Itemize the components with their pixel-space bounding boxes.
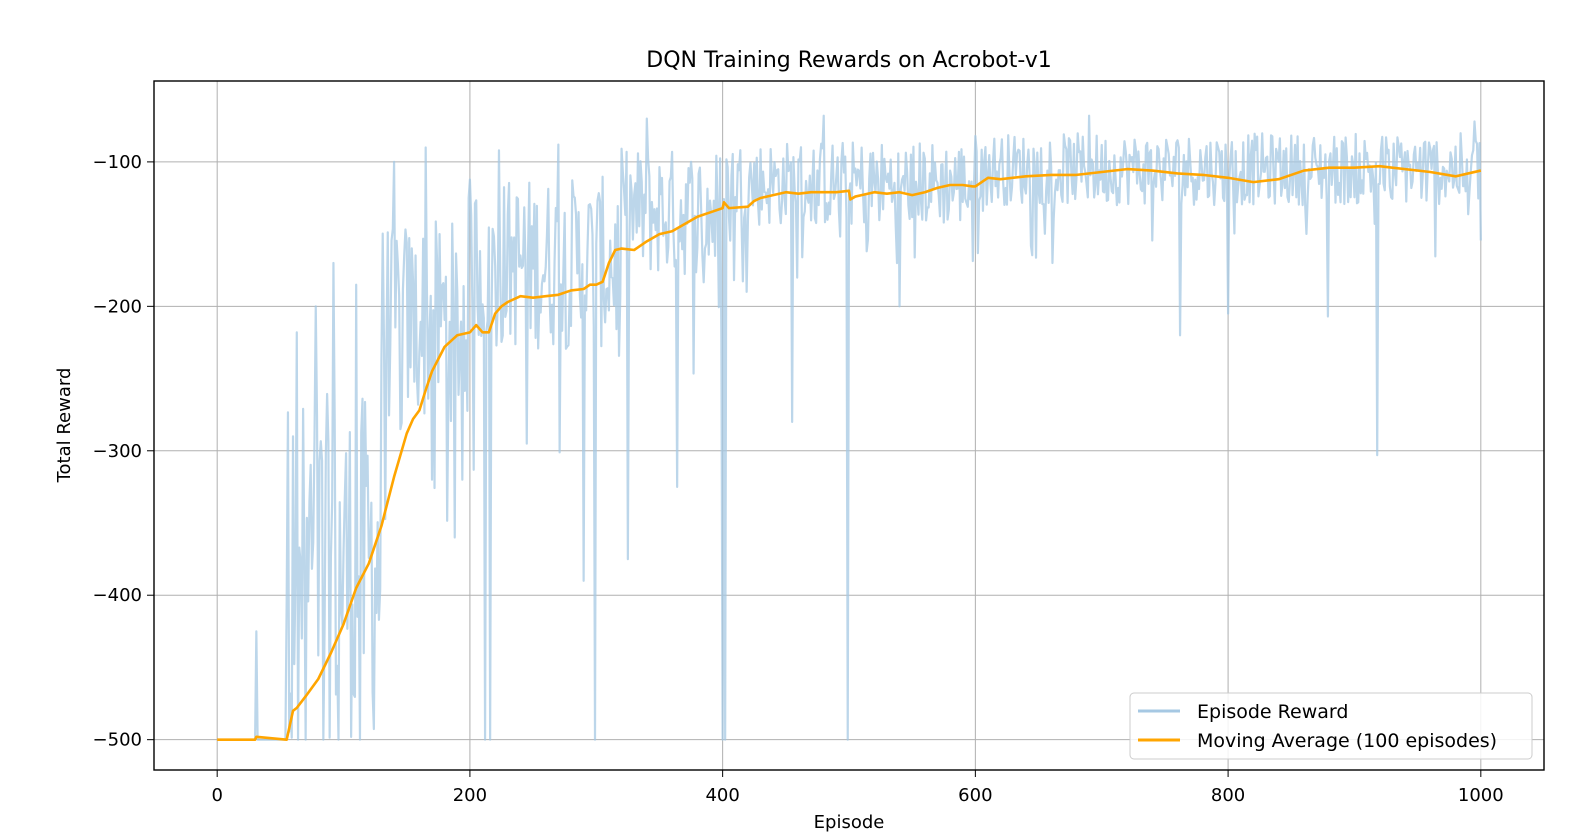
chart-title: DQN Training Rewards on Acrobot-v1 bbox=[646, 48, 1052, 73]
x-tick-label: 800 bbox=[1211, 785, 1245, 806]
plot-frame bbox=[153, 80, 1545, 771]
ticks: 0 200 400 600 800 1000 −500 −400 −300 −200 −100 bbox=[93, 152, 1504, 806]
y-tick-label: −400 bbox=[93, 585, 142, 606]
series-episode-reward-line bbox=[217, 114, 1482, 741]
legend: Episode Reward Moving Average (100 episo… bbox=[1129, 692, 1533, 760]
x-tick-label: 600 bbox=[958, 785, 992, 806]
x-tick-label: 1000 bbox=[1458, 785, 1504, 806]
series-layer bbox=[217, 114, 1482, 741]
y-tick-label: −100 bbox=[93, 152, 142, 173]
x-tick-label: 400 bbox=[705, 785, 739, 806]
x-axis-label: Episode bbox=[814, 812, 885, 833]
x-tick-label: 200 bbox=[453, 785, 487, 806]
x-tick-label: 0 bbox=[211, 785, 222, 806]
y-tick-label: −300 bbox=[93, 441, 142, 462]
legend-label-episode-reward: Episode Reward bbox=[1197, 701, 1348, 723]
legend-box bbox=[1129, 692, 1533, 760]
legend-label-moving-average: Moving Average (100 episodes) bbox=[1197, 730, 1497, 752]
y-axis-label: Total Reward bbox=[54, 368, 75, 484]
y-tick-label: −200 bbox=[93, 296, 142, 317]
series-moving-average-line bbox=[217, 164, 1482, 741]
y-tick-label: −500 bbox=[93, 730, 142, 751]
